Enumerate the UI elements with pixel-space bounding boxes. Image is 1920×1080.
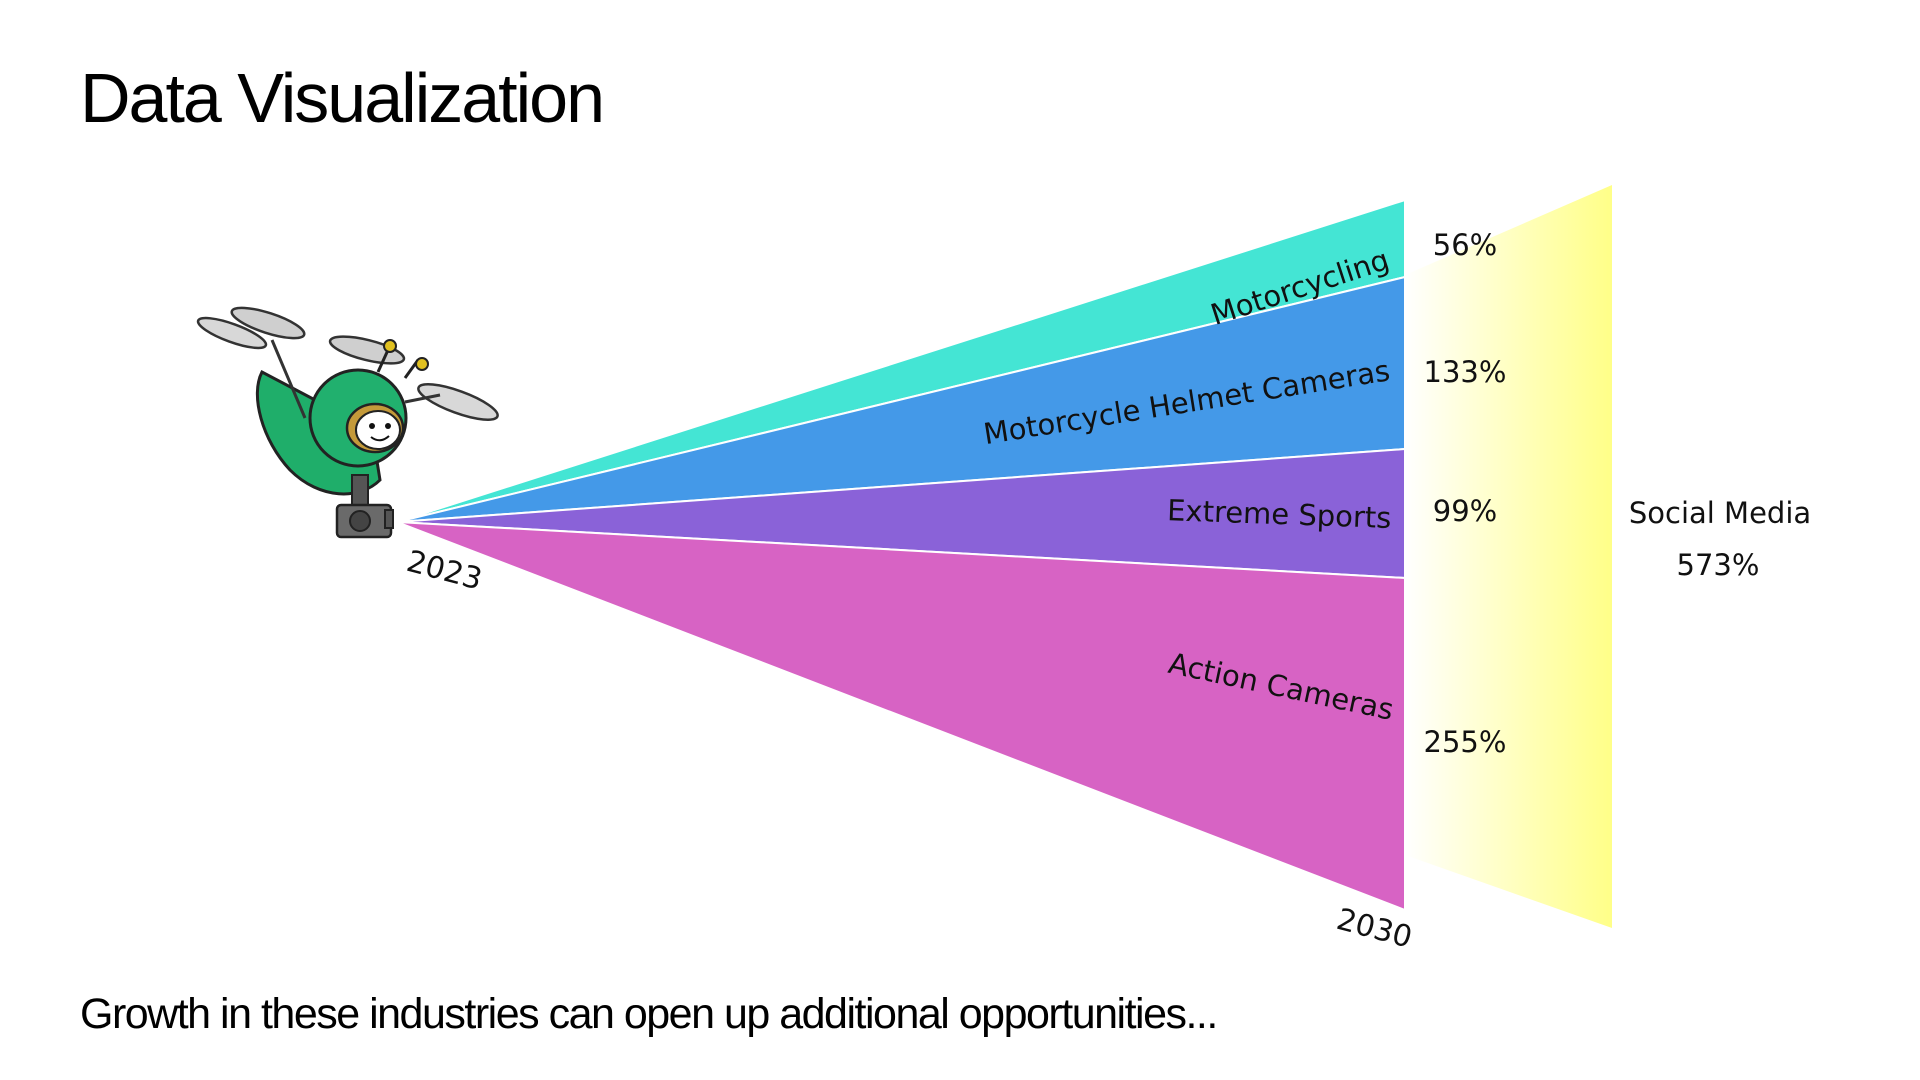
value-label: 99% — [1433, 494, 1497, 528]
category-label: Extreme Sports — [1167, 493, 1392, 535]
summary-value-label: 573% — [1677, 548, 1760, 582]
summary-band-social-media — [1405, 185, 1612, 928]
value-label: 255% — [1424, 725, 1507, 759]
slide-caption: Growth in these industries can open up a… — [80, 990, 1218, 1038]
value-label: 56% — [1433, 228, 1497, 262]
wedge-action-cameras — [396, 521, 1406, 912]
value-label: 133% — [1424, 355, 1507, 389]
drone-helmet-mascot-icon — [196, 306, 499, 539]
page-title: Data Visualization — [80, 59, 605, 137]
summary-name-label: Social Media — [1629, 496, 1811, 530]
